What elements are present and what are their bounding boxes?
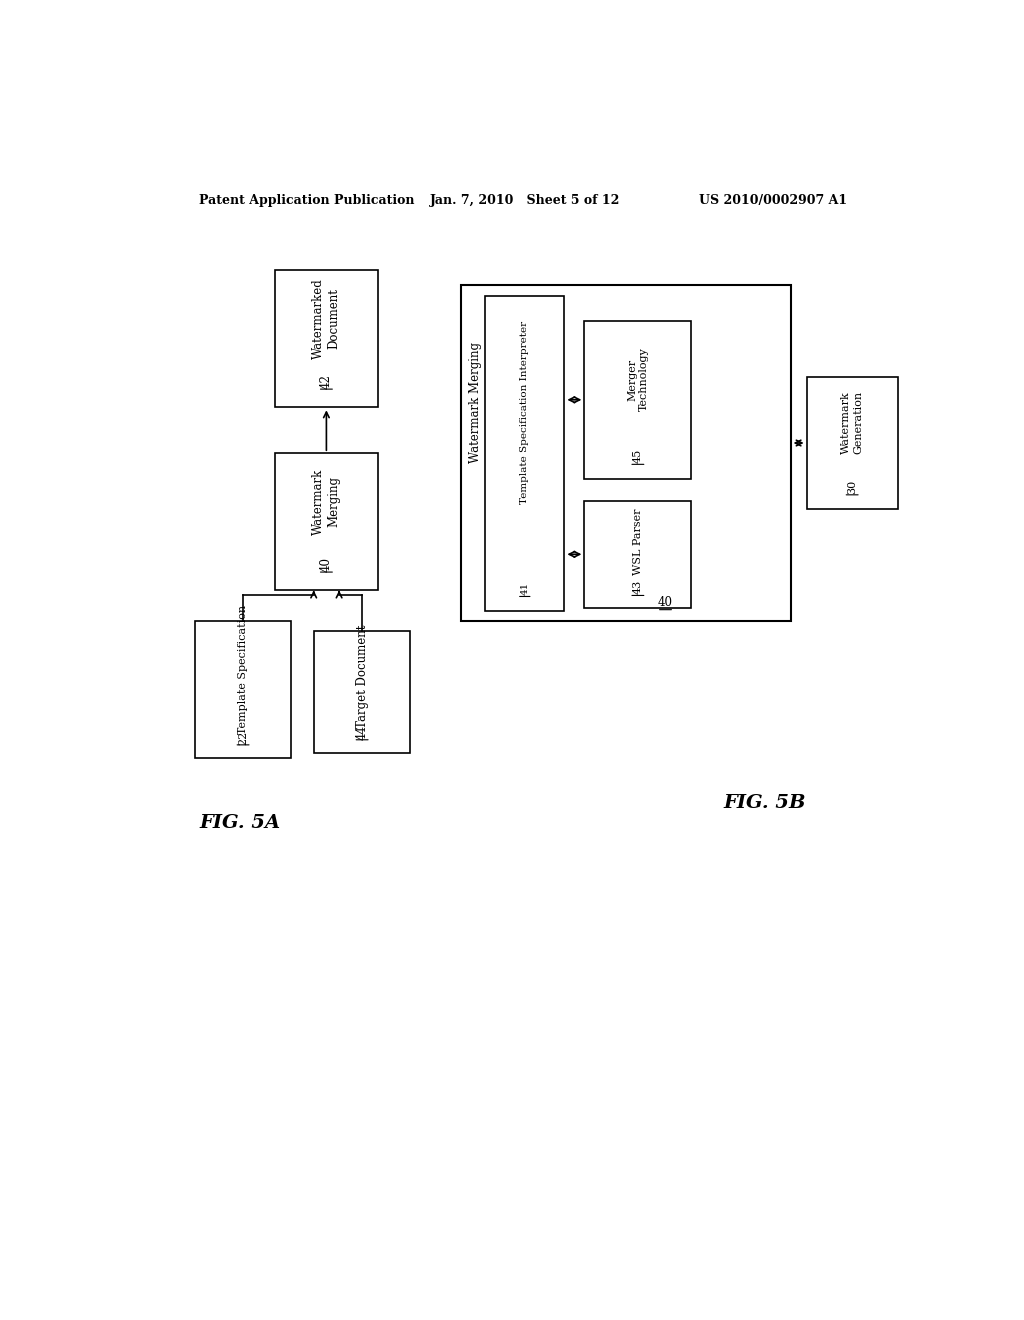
Text: 40: 40	[319, 557, 333, 573]
Bar	[196, 620, 291, 758]
Text: 40: 40	[658, 597, 673, 609]
Text: 30: 30	[847, 479, 857, 494]
Text: Watermark Merging: Watermark Merging	[469, 342, 482, 463]
Text: Watermark
Merging: Watermark Merging	[312, 469, 340, 535]
Text: Patent Application Publication: Patent Application Publication	[200, 194, 415, 207]
Text: 42: 42	[319, 375, 333, 389]
Bar	[485, 296, 564, 611]
Bar	[585, 321, 691, 479]
Text: Template Specification Interpreter: Template Specification Interpreter	[520, 321, 529, 504]
Text: 41: 41	[520, 582, 529, 595]
Bar	[807, 378, 898, 510]
Bar	[274, 453, 378, 590]
Text: Watermarked
Document: Watermarked Document	[312, 279, 340, 359]
Bar	[585, 500, 691, 607]
Text: FIG. 5B: FIG. 5B	[723, 793, 806, 812]
Text: 45: 45	[633, 449, 643, 463]
Text: 44: 44	[355, 725, 369, 741]
Text: Watermark
Generation: Watermark Generation	[842, 391, 863, 454]
Text: Template Specification: Template Specification	[238, 605, 248, 734]
Bar	[274, 271, 378, 408]
Text: 43: 43	[633, 581, 643, 594]
Text: US 2010/0002907 A1: US 2010/0002907 A1	[699, 194, 848, 207]
Text: WSL Parser: WSL Parser	[633, 508, 643, 576]
Text: Merger
Technology: Merger Technology	[627, 347, 648, 412]
Text: Target Document: Target Document	[355, 626, 369, 729]
Bar	[314, 631, 410, 752]
Text: FIG. 5A: FIG. 5A	[200, 814, 281, 832]
Text: Jan. 7, 2010   Sheet 5 of 12: Jan. 7, 2010 Sheet 5 of 12	[430, 194, 620, 207]
Bar	[461, 285, 791, 620]
Text: 22: 22	[238, 731, 248, 744]
